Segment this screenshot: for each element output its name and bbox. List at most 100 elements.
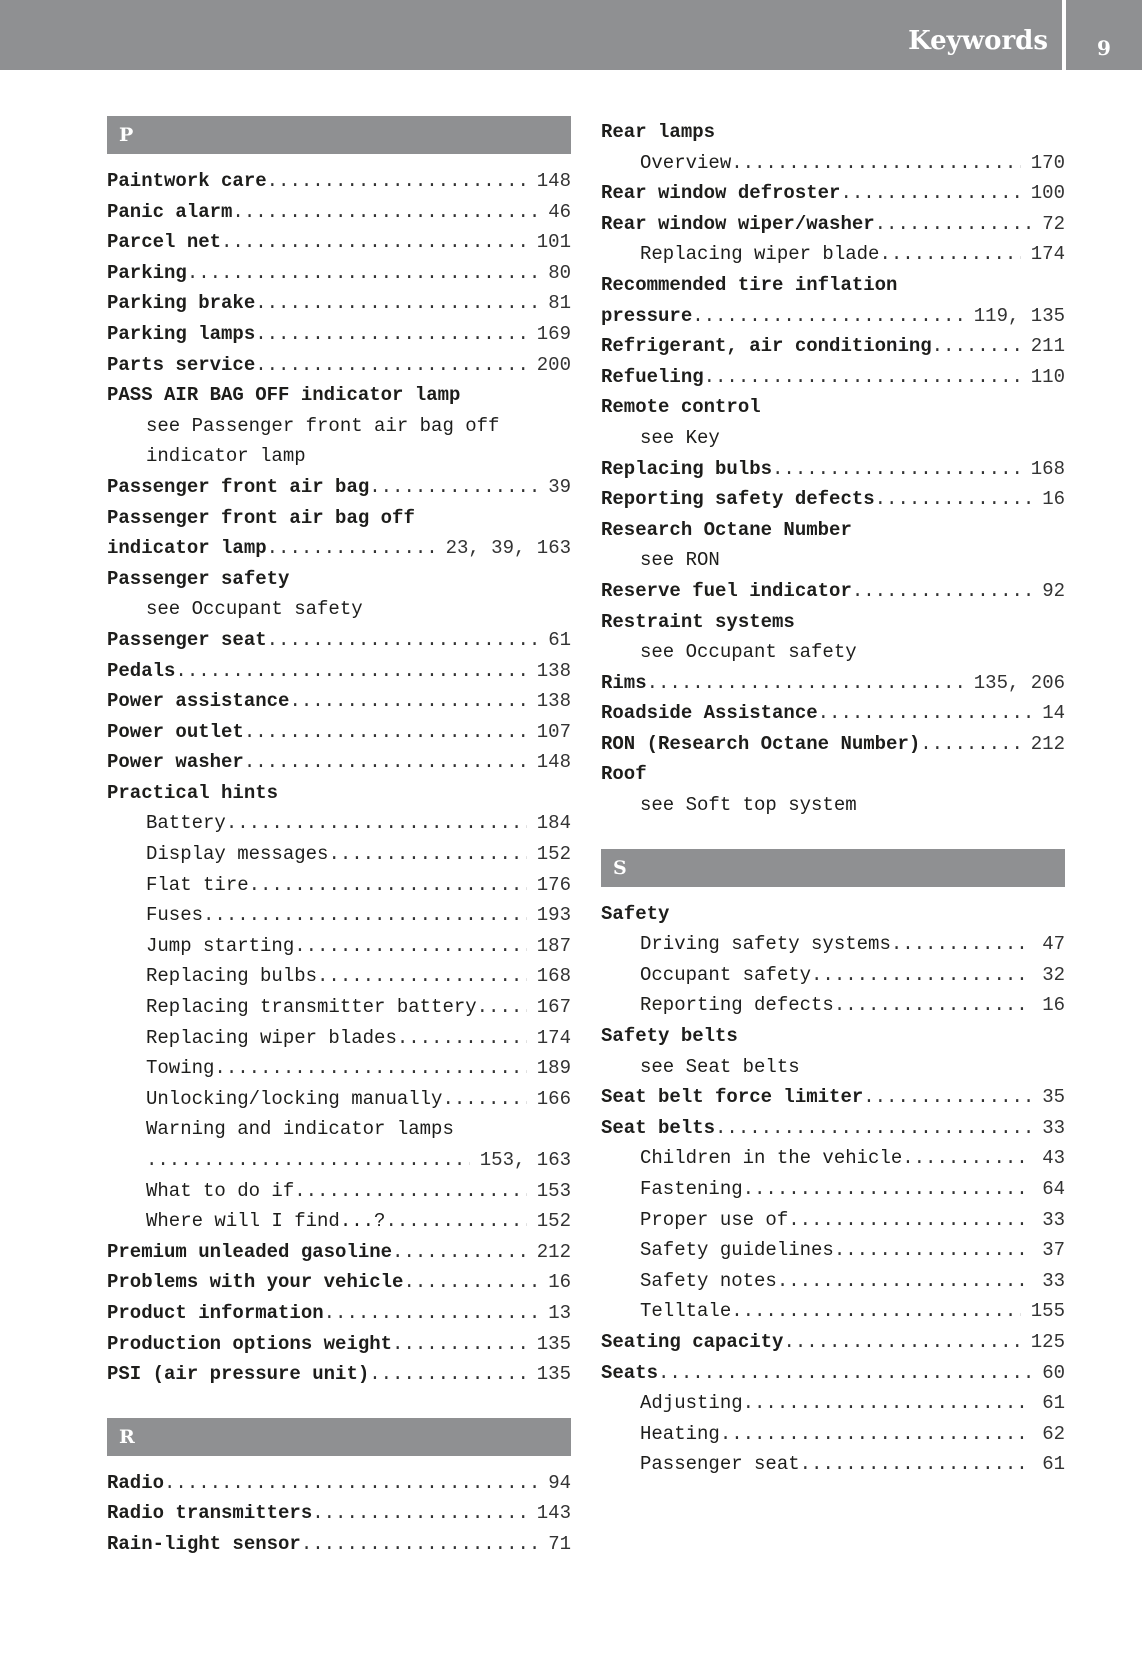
index-entry: Paintwork care 148 [107, 166, 571, 197]
dot-leader [720, 1419, 1032, 1450]
entry-term: Adjusting [640, 1392, 743, 1415]
header-bar: Keywords [0, 0, 1062, 70]
index-entry: pressure 119, 135 [601, 301, 1065, 332]
page-reference: 138 [536, 690, 571, 713]
dot-leader [834, 990, 1032, 1021]
page-reference: 125 [1030, 1330, 1065, 1353]
entry-term: see Passenger front air bag off [146, 414, 500, 437]
page-reference: 135 [536, 1332, 571, 1355]
page-reference: 23, 39, 163 [445, 537, 571, 560]
dot-leader [255, 350, 527, 381]
page-reference: 110 [1030, 365, 1065, 388]
index-subentry: Unlocking/locking manually 166 [107, 1084, 571, 1115]
entry-term: What to do if [146, 1179, 295, 1202]
dot-leader [214, 1053, 526, 1084]
index-entry: Rain-light sensor 71 [107, 1529, 571, 1560]
entry-term: Reserve fuel indicator [601, 579, 852, 602]
page-reference: 61 [1042, 1453, 1065, 1476]
index-entry: Parts service 200 [107, 350, 571, 381]
page-reference: 13 [548, 1301, 571, 1324]
index-subentry: see Key [601, 423, 1065, 454]
entry-term: Unlocking/locking manually [146, 1087, 443, 1110]
page-reference: 169 [536, 322, 571, 345]
page-reference: 174 [536, 1026, 571, 1049]
entry-term: Replacing wiper blades [146, 1026, 397, 1049]
index-entry: Recommended tire inflation [601, 270, 1065, 301]
page-reference: 193 [536, 904, 571, 927]
index-subentry: Driving safety systems 47 [601, 929, 1065, 960]
index-entry: Seats 60 [601, 1358, 1065, 1389]
page-reference: 47 [1042, 933, 1065, 956]
entry-term: Power washer [107, 751, 244, 774]
dot-leader [226, 808, 527, 839]
index-entry: Reserve fuel indicator 92 [601, 576, 1065, 607]
dot-leader [704, 362, 1021, 393]
entry-term: Flat tire [146, 873, 249, 896]
page-reference: 43 [1042, 1147, 1065, 1170]
index-subentry: Replacing wiper blade 174 [601, 239, 1065, 270]
dot-leader [317, 961, 527, 992]
dot-leader [232, 197, 538, 228]
dot-leader [743, 1388, 1033, 1419]
page-reference: 212 [536, 1240, 571, 1263]
page-reference: 62 [1042, 1422, 1065, 1445]
index-subentry: see Occupant safety [107, 594, 571, 625]
dot-leader [328, 839, 526, 870]
entry-term: RON (Research Octane Number) [601, 732, 921, 755]
entry-term: Pedals [107, 659, 176, 682]
entry-term: Seating capacity [601, 1330, 784, 1353]
index-entry: Passenger seat 61 [107, 625, 571, 656]
entry-term: indicator lamp [146, 445, 306, 468]
page-reference: 176 [536, 873, 571, 896]
entry-term: Problems with your vehicle [107, 1271, 404, 1294]
index-entry: Reporting safety defects 16 [601, 484, 1065, 515]
page-reference: 14 [1042, 702, 1065, 725]
index-entry: Parking lamps 169 [107, 319, 571, 350]
index-subentry: Reporting defects 16 [601, 990, 1065, 1021]
entry-term: Passenger safety [107, 567, 290, 590]
dot-leader [294, 931, 527, 962]
index-entry: Replacing bulbs 168 [601, 454, 1065, 485]
index-subentry: Occupant safety 32 [601, 960, 1065, 991]
dot-leader [840, 178, 1020, 209]
dot-leader [267, 625, 539, 656]
index-subentry: Replacing wiper blades 174 [107, 1023, 571, 1054]
index-entry: Parking brake 81 [107, 288, 571, 319]
index-subentry: Where will I find...? 152 [107, 1206, 571, 1237]
entry-term: see Occupant safety [146, 598, 363, 621]
entry-term: Fuses [146, 904, 204, 927]
entry-term: Towing [146, 1057, 215, 1080]
page-reference: 152 [536, 1210, 571, 1233]
entry-term: Passenger seat [640, 1453, 800, 1476]
entry-term: Radio transmitters [107, 1502, 313, 1525]
index-subentry: Children in the vehicle 43 [601, 1143, 1065, 1174]
dot-leader [175, 656, 526, 687]
entry-term: Power assistance [107, 690, 290, 713]
page-reference: 16 [1042, 488, 1065, 511]
index-entry: RON (Research Octane Number) 212 [601, 729, 1065, 760]
page-reference: 200 [536, 353, 571, 376]
entry-term: Reporting safety defects [601, 488, 875, 511]
dot-leader [863, 1082, 1032, 1113]
entry-term: Seat belts [601, 1116, 716, 1139]
entry-term: Restraint systems [601, 610, 795, 633]
page-reference: 107 [536, 720, 571, 743]
page-reference: 33 [1042, 1116, 1065, 1139]
index-column-left: P Paintwork care 148 Panic alarm 46 Parcel ne… [107, 116, 571, 1560]
page-reference: 166 [536, 1087, 571, 1110]
entry-term: Product information [107, 1301, 324, 1324]
index-entry: Practical hints [107, 778, 571, 809]
page-reference: 153 [536, 1179, 571, 1202]
dot-leader [392, 1329, 527, 1360]
page-reference: 148 [536, 170, 571, 192]
dot-leader [731, 148, 1021, 179]
page-reference: 101 [536, 231, 571, 254]
entry-term: Occupant safety [640, 963, 812, 986]
index-subentry: What to do if 153 [107, 1176, 571, 1207]
entry-term: Passenger seat [107, 628, 267, 651]
entry-term: Battery [146, 812, 226, 835]
section-header: R [107, 1417, 571, 1456]
dot-leader [442, 1084, 526, 1115]
entry-term: Jump starting [146, 934, 295, 957]
dot-leader [249, 870, 527, 901]
